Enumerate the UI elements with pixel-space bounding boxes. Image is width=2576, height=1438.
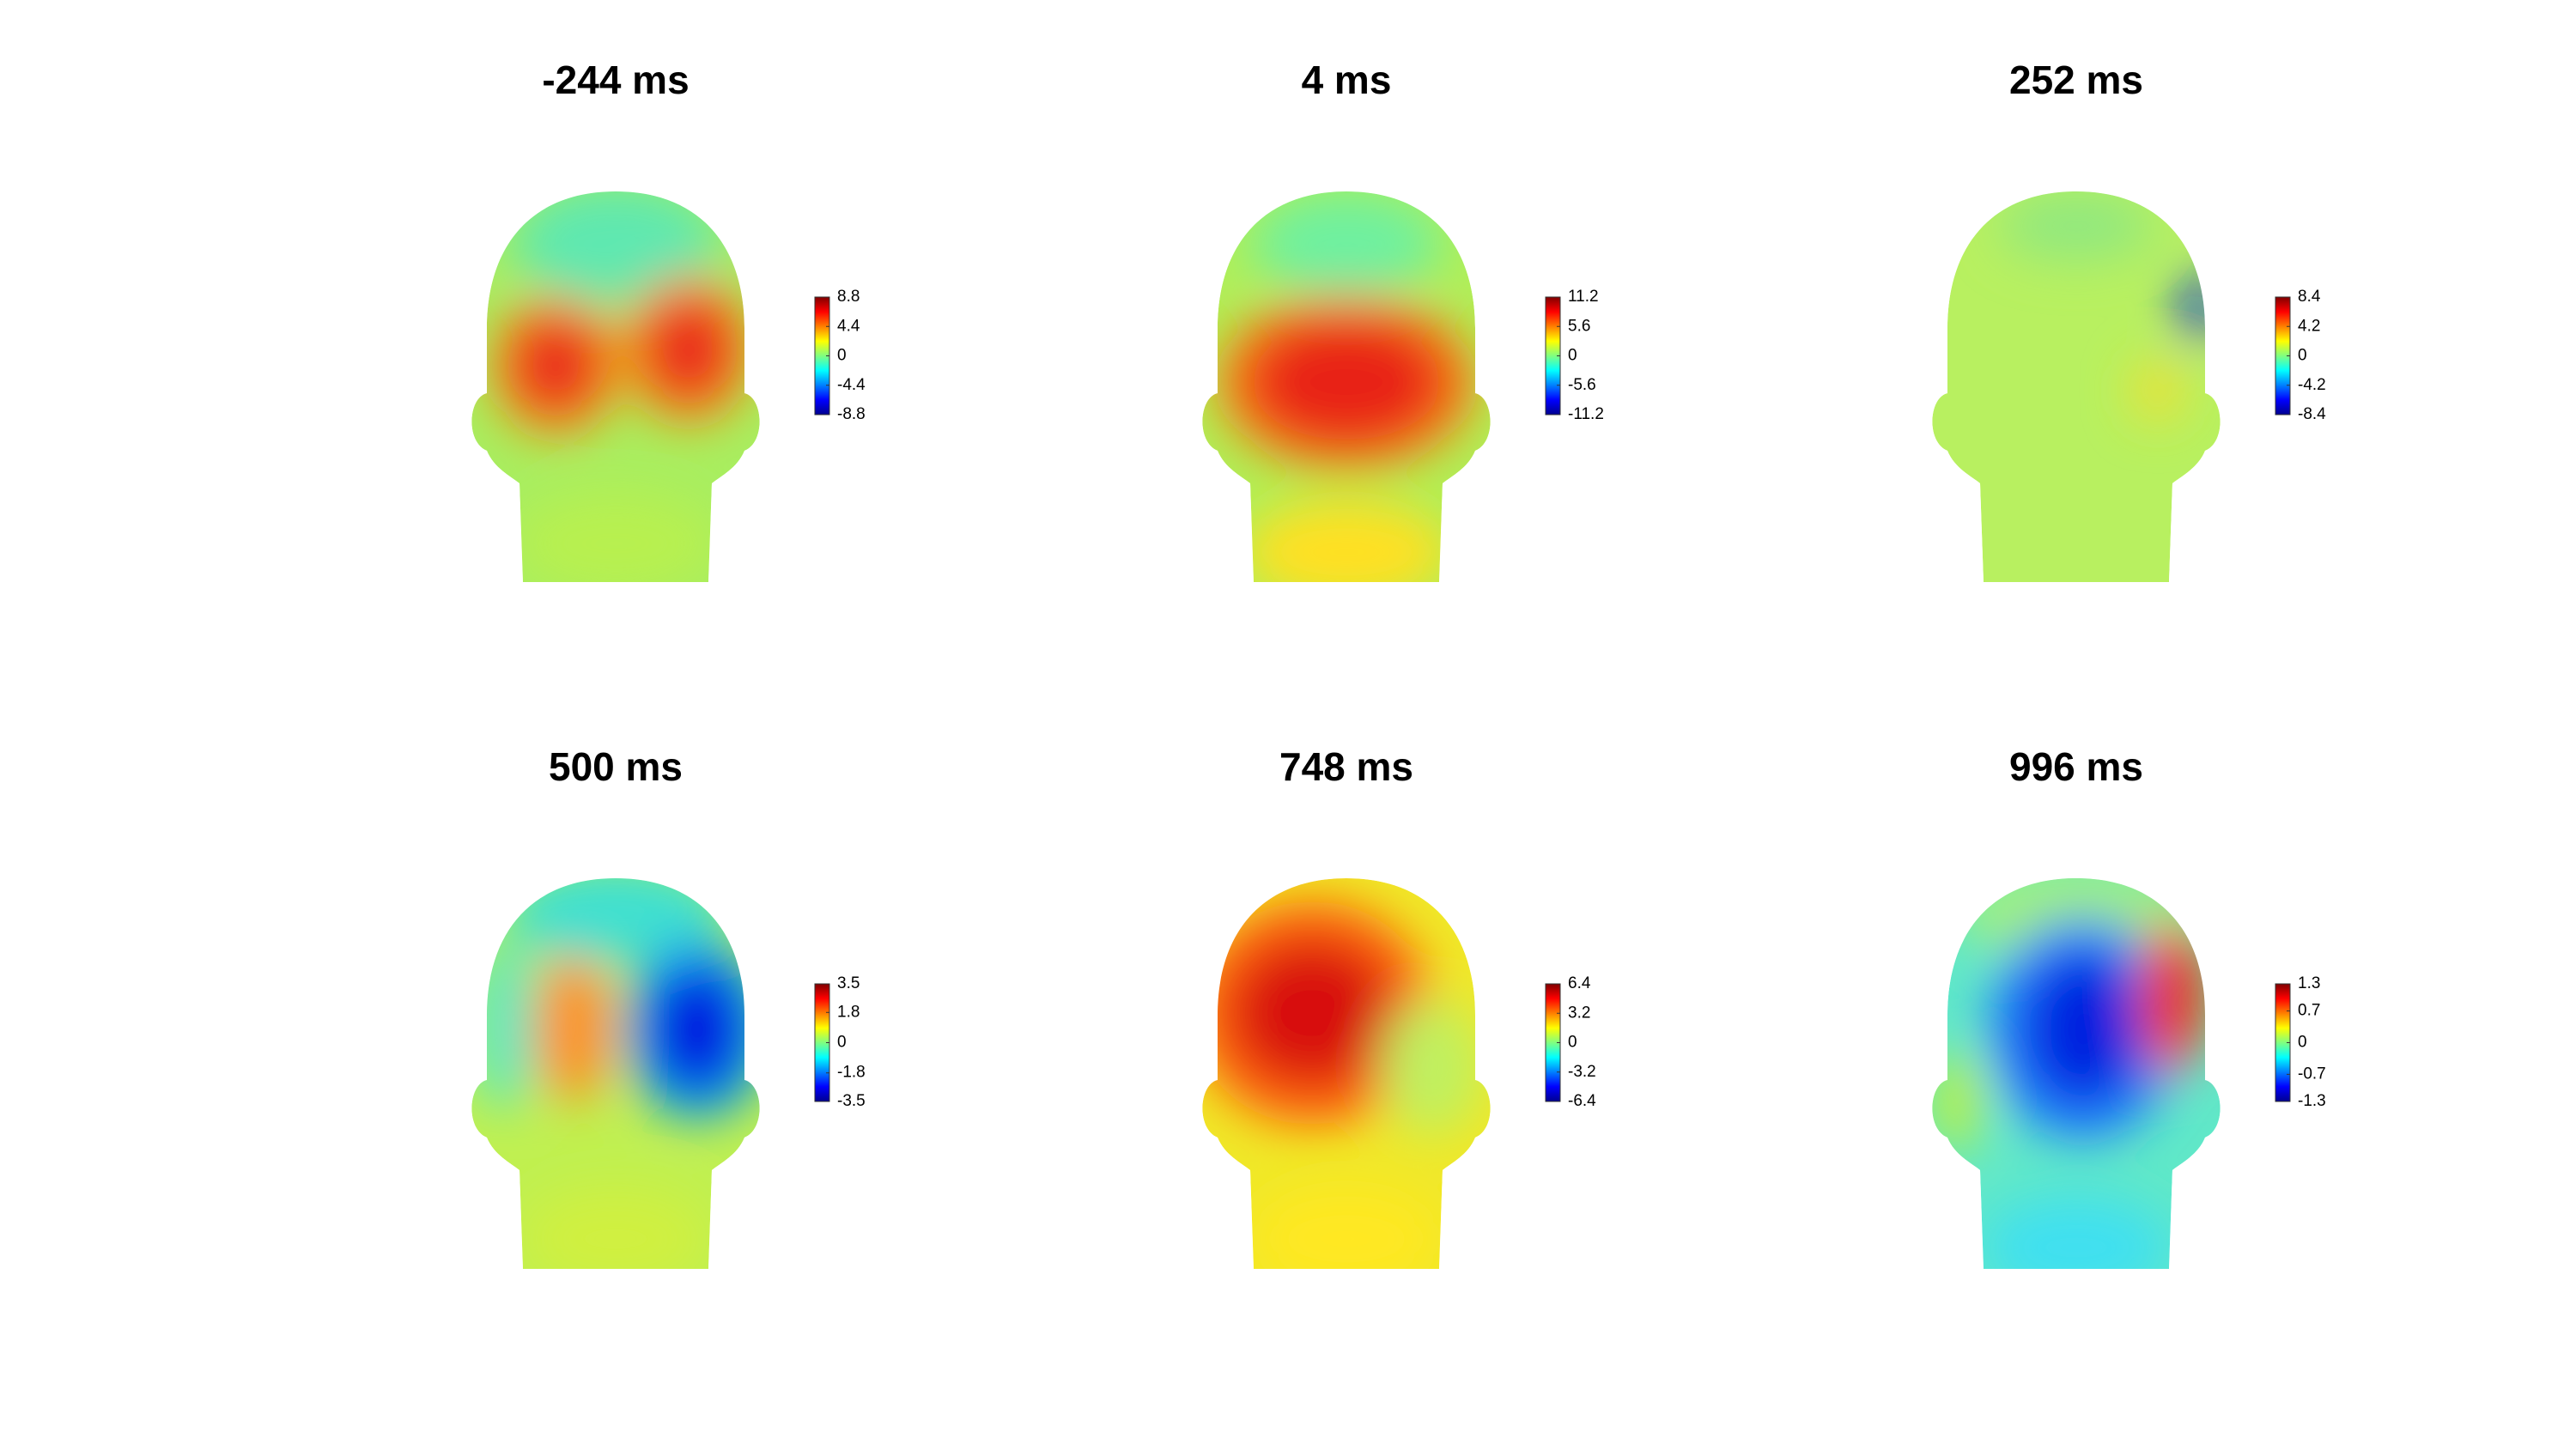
activity xyxy=(491,191,753,582)
colorbar-tick-label: 8.8 xyxy=(837,288,860,306)
colorbar-tick-label: 0 xyxy=(2298,1034,2307,1052)
activity-spot xyxy=(513,319,598,413)
activity-spot xyxy=(471,938,538,1110)
activity-spot xyxy=(1230,940,1394,1086)
head xyxy=(471,191,760,582)
activity-spot xyxy=(2023,952,2143,1107)
activity-spot xyxy=(513,191,719,303)
panel-title: 500 ms xyxy=(549,744,683,789)
panel-title: 4 ms xyxy=(1302,58,1392,102)
colorbar-tick-label: -8.4 xyxy=(2298,405,2326,423)
topoplot: 4 ms 11.2 5.6 0 -5.6 -11.2 xyxy=(1202,58,1604,582)
activity-spot xyxy=(534,956,611,1101)
colorbar-tick-label: 3.2 xyxy=(1568,1004,1590,1022)
activity-spot xyxy=(1252,191,1441,294)
activity xyxy=(1932,878,2208,1269)
activity-spot xyxy=(1999,191,2154,260)
activity-spot xyxy=(1932,1050,1982,1153)
colorbar-tick-label: -3.2 xyxy=(1568,1063,1596,1081)
colorbar-tick-label: -4.2 xyxy=(2298,376,2326,394)
topoplot: 996 ms 1.3 0.7 0 -0.7 -1.3 xyxy=(1932,744,2326,1269)
head xyxy=(1932,878,2221,1269)
colorbar-tick-label: -5.6 xyxy=(1568,376,1596,394)
colorbar-tick-label: 4.4 xyxy=(837,317,860,335)
panel-title: 996 ms xyxy=(2009,744,2143,789)
activity-spot xyxy=(2182,273,2216,342)
colorbar-tick-label: 0 xyxy=(837,1034,847,1052)
activity-spot xyxy=(521,1187,710,1269)
activity-spot xyxy=(1381,998,1484,1136)
activity-spot xyxy=(513,492,719,582)
activity-spot xyxy=(646,298,732,401)
activity xyxy=(1202,901,1484,1269)
colorbar-tick-label: 8.4 xyxy=(2298,288,2321,306)
topoplot: 500 ms 3.5 1.8 0 -1.8 -3.5 xyxy=(471,744,866,1269)
topoplot: 252 ms 8.4 4.2 0 -4.2 -8.4 xyxy=(1932,58,2326,582)
colorbar-tick-label: 0 xyxy=(2298,347,2307,365)
head xyxy=(471,878,760,1269)
head xyxy=(1202,191,1491,582)
colorbar-tick-label: -1.8 xyxy=(837,1064,866,1082)
colorbar-tick-label: 1.3 xyxy=(2298,974,2320,992)
panel-title: -244 ms xyxy=(542,58,689,102)
colorbar-tick-label: 4.2 xyxy=(2298,317,2320,335)
colorbar-tick-label: -11.2 xyxy=(1568,405,1604,423)
colorbar-tick-label: -8.8 xyxy=(837,405,866,423)
activity xyxy=(1218,191,1475,582)
activity-spot xyxy=(1243,501,1449,582)
colorbar-tick-label: 0.7 xyxy=(2298,1002,2320,1020)
colorbar-tick-label: 3.5 xyxy=(837,974,860,992)
colorbar-tick-label: 11.2 xyxy=(1568,288,1599,306)
activity-spot xyxy=(1982,1196,2171,1269)
activity-spot xyxy=(650,965,744,1094)
colorbar-tick-label: -0.7 xyxy=(2298,1065,2326,1083)
colorbar-tick-label: 6.4 xyxy=(1568,974,1591,992)
panel-title: 252 ms xyxy=(2009,58,2143,102)
activity-spot xyxy=(1248,318,1445,446)
activity-spot xyxy=(1252,1187,1441,1269)
colorbar-tick-label: 5.6 xyxy=(1568,317,1590,335)
topoplot: -244 ms 8.8 4.4 0 -4.4 -8.8 xyxy=(471,58,866,582)
head xyxy=(1932,191,2221,582)
activity-spot xyxy=(2132,361,2184,421)
topoplot: 748 ms 6.4 3.2 0 -3.2 -6.4 xyxy=(1202,744,1596,1269)
colorbar-tick-label: 0 xyxy=(837,347,847,365)
colorbar-tick-label: -3.5 xyxy=(837,1092,866,1110)
colorbar-tick-label: -6.4 xyxy=(1568,1092,1596,1110)
panel-title: 748 ms xyxy=(1279,744,1413,789)
colorbar-tick-label: 0 xyxy=(1568,347,1577,365)
colorbar-tick-label: 0 xyxy=(1568,1034,1577,1052)
head xyxy=(1202,878,1491,1269)
colorbar-tick-label: -1.3 xyxy=(2298,1092,2326,1110)
activity-spot xyxy=(2155,940,2193,1052)
colorbar-tick-label: 1.8 xyxy=(837,1003,860,1021)
colorbar-tick-label: -4.4 xyxy=(837,376,866,394)
